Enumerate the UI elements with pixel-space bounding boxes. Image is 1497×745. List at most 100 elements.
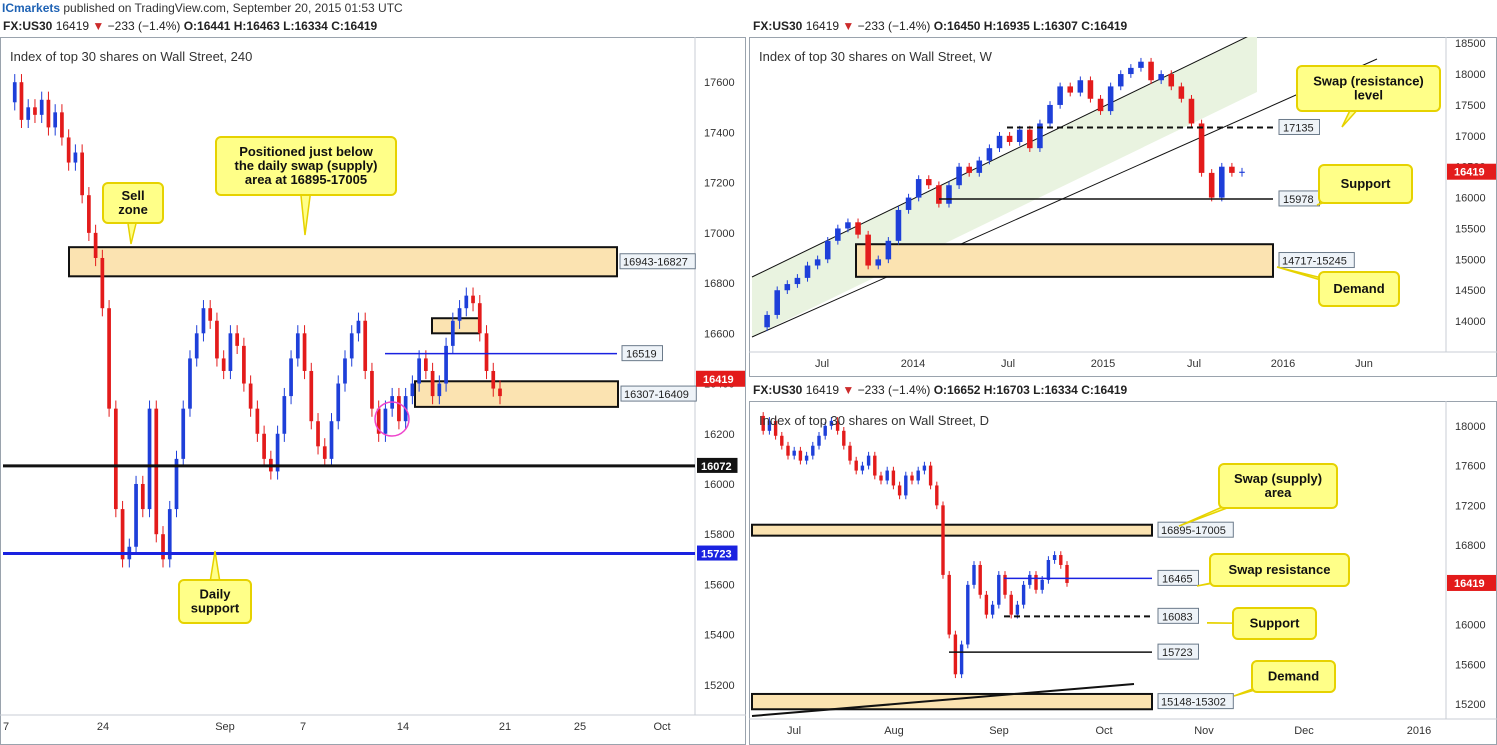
- callout-text: Support: [1250, 616, 1300, 631]
- chart-title: Index of top 30 shares on Wall Street, W: [759, 49, 993, 64]
- candle-body: [181, 408, 186, 459]
- candle-body: [885, 240, 892, 260]
- candle-body: [444, 345, 448, 384]
- chart-panel-h4[interactable]: 1520015400156001580016000162001640016600…: [0, 37, 746, 745]
- candle-body: [935, 485, 939, 506]
- time-tick-label: Sep: [215, 721, 235, 733]
- low: L:16307: [1033, 19, 1078, 33]
- level-label-box: [1157, 607, 1199, 624]
- callout-text: Swap (resistance): [1313, 74, 1424, 89]
- candle-body: [784, 284, 791, 291]
- candle-body: [464, 295, 469, 309]
- symbol[interactable]: FX:US30: [753, 19, 803, 33]
- candle-body: [786, 445, 790, 456]
- chart-title: Index of top 30 shares on Wall Street, D: [759, 413, 989, 428]
- candle-body: [1097, 98, 1104, 112]
- candle-body: [430, 370, 435, 397]
- ohlc-header-h4: FX:US30 16419 ▼ −233 (−1.4%) O:16441 H:1…: [3, 19, 377, 33]
- candle-body: [457, 308, 462, 321]
- candle-body: [1034, 574, 1038, 590]
- change: −233 (−1.4%): [857, 19, 931, 33]
- ohlc-header-daily: FX:US30 16419 ▼ −233 (−1.4%) O:16652 H:1…: [753, 383, 1127, 397]
- candle-body: [895, 209, 902, 241]
- candle-body: [275, 433, 280, 472]
- candle-body: [336, 383, 341, 422]
- candle-body: [113, 408, 118, 510]
- time-tick-label: 2015: [1091, 358, 1115, 370]
- candle-body: [767, 420, 772, 431]
- candle-body: [397, 396, 401, 422]
- candle-body: [860, 465, 865, 471]
- high: H:16463: [233, 19, 280, 33]
- candle-body: [1027, 129, 1033, 149]
- price-tick-label: 16000: [704, 479, 735, 491]
- level-label-box: [1157, 643, 1199, 660]
- candle-body: [73, 152, 78, 163]
- open: O:16652: [933, 383, 981, 397]
- candle-body: [12, 82, 17, 103]
- candle-body: [794, 277, 801, 285]
- candle-body: [774, 290, 780, 315]
- level-label-box: [1157, 569, 1199, 586]
- price-tick-label: 16000: [1455, 620, 1486, 632]
- candle-body: [947, 574, 951, 635]
- price-tick-label: 16200: [704, 429, 735, 441]
- candle-body: [289, 358, 293, 397]
- candle-body: [80, 152, 84, 196]
- candle-body: [167, 509, 172, 560]
- zone-label-box: [1157, 521, 1234, 538]
- candle-body: [188, 358, 192, 409]
- candle-body: [865, 234, 871, 266]
- candle-body: [866, 455, 871, 466]
- candle-body: [194, 333, 199, 359]
- price-tick-label: 15400: [704, 630, 735, 642]
- candle-body: [1057, 86, 1063, 105]
- publish-info: published on TradingView.com, September …: [63, 1, 403, 15]
- candle-body: [910, 475, 914, 481]
- symbol[interactable]: FX:US30: [753, 383, 803, 397]
- highlight-circle: [374, 401, 410, 437]
- candle-body: [295, 333, 300, 359]
- candle-body: [1077, 80, 1084, 93]
- symbol[interactable]: FX:US30: [3, 19, 53, 33]
- candle-body: [1040, 579, 1044, 590]
- supply-demand-zone: [68, 246, 618, 278]
- candle-body: [905, 197, 912, 210]
- chart-panel-weekly[interactable]: 1400014500150001550016000165001700017500…: [749, 37, 1497, 377]
- candle-body: [956, 166, 962, 186]
- chart-panel-daily[interactable]: 1520015600160001640016800172001760018000…: [749, 401, 1497, 745]
- candle-body: [147, 408, 152, 510]
- price-tick-label: 17600: [1455, 461, 1486, 473]
- price-tick-label: 17000: [1455, 131, 1486, 143]
- supply-demand-zone: [431, 317, 480, 335]
- callout-box: [1232, 607, 1317, 640]
- callout-box: [178, 579, 252, 624]
- candle-body: [922, 465, 927, 471]
- callout-box: [1296, 65, 1441, 112]
- callout-box: [1218, 463, 1338, 509]
- callout-text: support: [191, 601, 240, 616]
- channel-lower-line: [751, 58, 1378, 338]
- time-tick-label: 25: [574, 721, 586, 733]
- zone-label: 15148-15302: [1161, 697, 1226, 709]
- callout-text: area at 16895-17005: [245, 172, 367, 187]
- price-tick-label: 14500: [1455, 285, 1486, 297]
- candle-body: [302, 333, 307, 371]
- price-tick-label: 17200: [1455, 500, 1486, 512]
- candle-body: [1188, 98, 1195, 124]
- candle-body: [363, 320, 368, 371]
- ohlc-header-weekly: FX:US30 16419 ▼ −233 (−1.4%) O:16450 H:1…: [753, 19, 1127, 33]
- brand-logo[interactable]: ICmarkets: [2, 1, 61, 15]
- down-arrow-icon: ▼: [92, 19, 105, 33]
- candle-body: [904, 475, 908, 496]
- down-arrow-icon: ▼: [842, 19, 855, 33]
- level-label: 16519: [626, 349, 657, 361]
- candle-body: [60, 112, 64, 138]
- candle-body: [491, 370, 496, 389]
- candle-body: [1065, 564, 1069, 583]
- candle-body: [928, 465, 933, 486]
- callout-box: [1209, 553, 1350, 587]
- candle-body: [410, 383, 415, 397]
- time-tick-label: Sep: [989, 725, 1009, 737]
- time-tick-label: Jul: [1187, 358, 1201, 370]
